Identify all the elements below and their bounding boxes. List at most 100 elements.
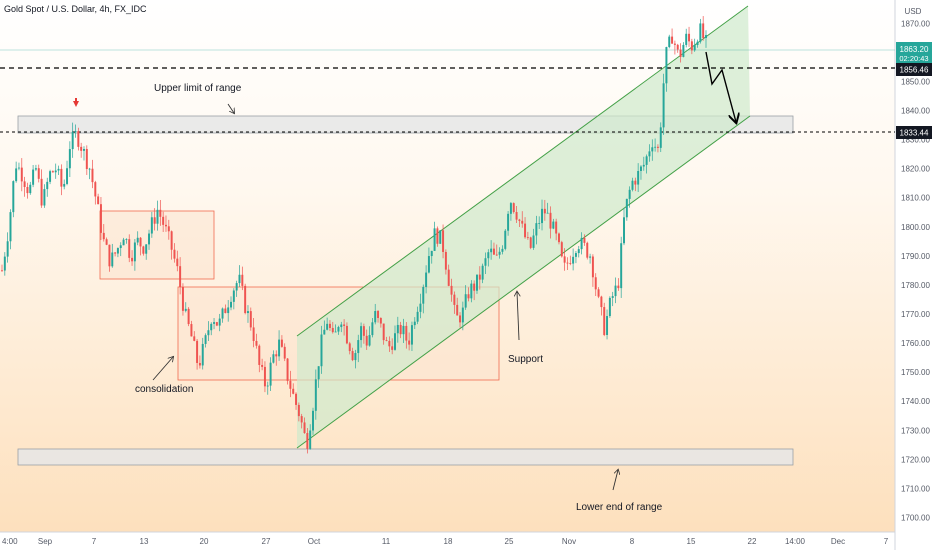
candle-body bbox=[631, 180, 634, 190]
candle-body bbox=[637, 170, 640, 185]
candle-body bbox=[498, 251, 501, 255]
candle-body bbox=[408, 340, 411, 345]
candle-body bbox=[348, 343, 351, 352]
candle-body bbox=[249, 311, 252, 328]
time-tick-label: Sep bbox=[38, 537, 53, 546]
candle-body bbox=[645, 156, 648, 165]
candle-body bbox=[569, 263, 572, 264]
price-tick-label: 1780.00 bbox=[901, 281, 930, 290]
candle-body bbox=[263, 366, 266, 387]
candle-body bbox=[328, 323, 331, 328]
candle-body bbox=[535, 223, 538, 236]
candle-body bbox=[238, 274, 241, 284]
candle-body bbox=[512, 203, 515, 213]
candle-body bbox=[600, 296, 603, 308]
candle-body bbox=[111, 252, 114, 267]
candle-body bbox=[164, 224, 167, 227]
candle-body bbox=[377, 311, 380, 318]
candle-body bbox=[546, 212, 549, 214]
candle-body bbox=[3, 256, 6, 271]
candle-body bbox=[210, 323, 213, 331]
candle-body bbox=[343, 324, 346, 326]
candle-body bbox=[309, 430, 312, 449]
candle-body bbox=[12, 181, 15, 213]
candle-body bbox=[57, 168, 60, 171]
candle-body bbox=[297, 404, 300, 417]
time-axis[interactable]: 4:00 Sep 7 13 20 27 Oct 11 18 25 Nov 8 15 22 14:00 Dec 7 bbox=[2, 537, 889, 546]
candle-body bbox=[244, 285, 247, 314]
candle-body bbox=[589, 256, 592, 258]
candle-body bbox=[204, 335, 207, 344]
candle-body bbox=[648, 151, 651, 157]
candle-body bbox=[611, 296, 614, 298]
candle-body bbox=[300, 416, 303, 423]
candle-body bbox=[173, 249, 176, 259]
candle-body bbox=[665, 47, 668, 84]
candle-body bbox=[671, 36, 674, 44]
candle-body bbox=[374, 311, 377, 323]
time-tick-label: 22 bbox=[748, 537, 757, 546]
ascending-channel[interactable] bbox=[297, 6, 750, 448]
candle-body bbox=[159, 209, 162, 217]
lower-end-label: Lower end of range bbox=[576, 502, 663, 513]
candle-body bbox=[396, 324, 399, 334]
channel-lower-line[interactable] bbox=[296, 115, 751, 449]
time-tick-label: Oct bbox=[308, 537, 321, 546]
candle-body bbox=[116, 248, 119, 254]
lower-range-zone[interactable] bbox=[17, 448, 794, 466]
price-tick-label: 1830.00 bbox=[901, 136, 930, 145]
candle-body bbox=[685, 33, 688, 45]
candle-body bbox=[40, 178, 43, 206]
candle-body bbox=[478, 274, 481, 280]
candle-body bbox=[543, 208, 546, 214]
candle-body bbox=[433, 228, 436, 251]
candle-body bbox=[473, 283, 476, 291]
candle-body bbox=[552, 221, 555, 229]
time-tick-label: 15 bbox=[687, 537, 696, 546]
candle-body bbox=[549, 212, 552, 229]
price-tick-label: 1710.00 bbox=[901, 484, 930, 493]
candle-body bbox=[23, 181, 26, 187]
candle-body bbox=[563, 256, 566, 263]
candle-body bbox=[532, 235, 535, 248]
candle-body bbox=[557, 233, 560, 243]
candle-body bbox=[227, 307, 230, 314]
candle-body bbox=[295, 393, 298, 405]
candle-body bbox=[416, 311, 419, 322]
candle-body bbox=[583, 237, 586, 243]
candle-body bbox=[566, 262, 569, 264]
candle-body bbox=[368, 335, 371, 346]
candle-body bbox=[213, 322, 216, 324]
candle-body bbox=[608, 297, 611, 317]
candle-body bbox=[524, 223, 527, 238]
candle-body bbox=[690, 41, 693, 51]
candle-body bbox=[1, 270, 3, 272]
candle-body bbox=[521, 220, 524, 224]
price-badge-1833-value: 1833.44 bbox=[900, 129, 929, 138]
candle-body bbox=[345, 325, 348, 344]
candle-body bbox=[597, 289, 600, 297]
candle-body bbox=[246, 311, 249, 314]
candle-body bbox=[594, 277, 597, 290]
time-tick-label: 18 bbox=[444, 537, 453, 546]
candle-body bbox=[620, 243, 623, 289]
channel-upper-line[interactable] bbox=[296, 5, 749, 337]
candle-body bbox=[639, 166, 642, 171]
candle-body bbox=[272, 354, 275, 363]
candle-body bbox=[682, 44, 685, 57]
candle-body bbox=[651, 147, 654, 152]
price-tick-label: 1730.00 bbox=[901, 426, 930, 435]
candle-body bbox=[705, 35, 707, 38]
candle-body bbox=[122, 239, 125, 246]
candle-body bbox=[51, 171, 54, 173]
candle-body bbox=[162, 216, 165, 225]
candle-body bbox=[99, 204, 102, 233]
candle-body bbox=[43, 189, 46, 206]
candle-body bbox=[371, 322, 374, 336]
bar-countdown: 02:20:43 bbox=[899, 54, 928, 63]
candle-body bbox=[591, 256, 594, 278]
candle-body bbox=[625, 198, 628, 218]
upper-limit-label: Upper limit of range bbox=[154, 83, 242, 94]
candle-body bbox=[145, 244, 148, 254]
